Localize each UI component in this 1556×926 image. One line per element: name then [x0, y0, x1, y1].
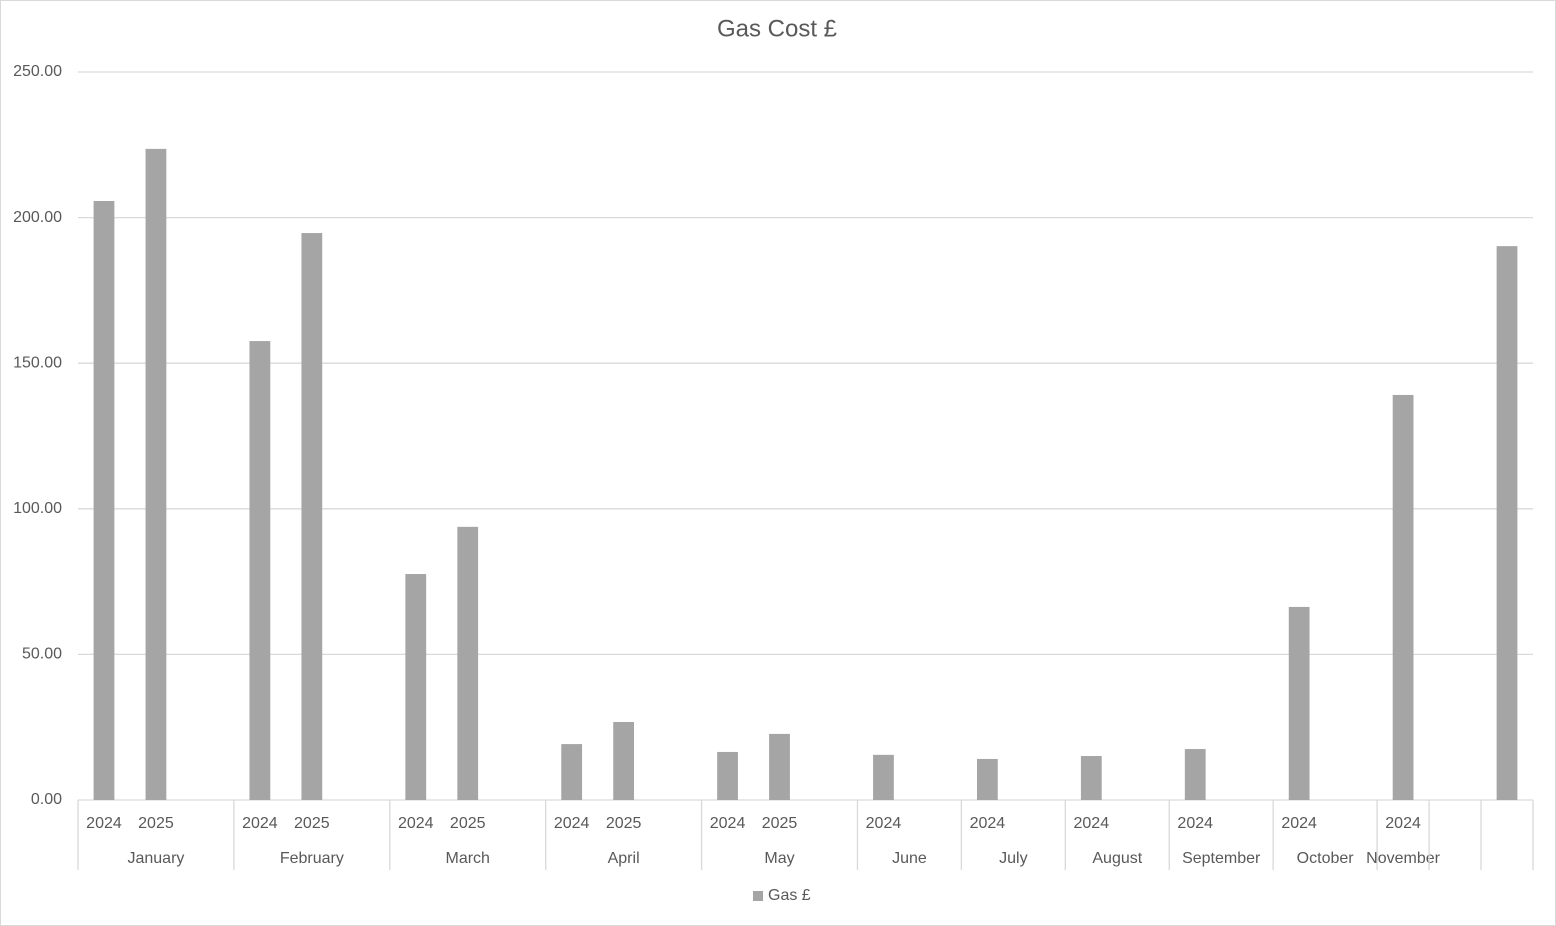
x-tick-label: 2024 — [1074, 815, 1110, 832]
bar — [976, 758, 998, 800]
group-label: April — [608, 850, 640, 867]
bar — [873, 754, 894, 800]
group-label: July — [999, 850, 1027, 867]
x-tick-label: 2024 — [86, 815, 122, 832]
x-tick-label: 2024 — [1177, 815, 1213, 832]
x-tick-label: 2025 — [138, 815, 174, 832]
group-label: October — [1297, 850, 1355, 867]
bar — [405, 574, 427, 800]
bar — [93, 201, 115, 801]
x-tick-label: 2025 — [294, 815, 330, 832]
bar — [1392, 394, 1414, 800]
bar — [457, 526, 479, 800]
group-label: February — [280, 850, 344, 867]
y-tick-label: 200.00 — [13, 209, 62, 226]
bar — [561, 744, 583, 800]
group-label: January — [127, 850, 184, 867]
y-tick-label: 0.00 — [31, 791, 62, 808]
group-label: May — [764, 850, 794, 867]
bar — [301, 233, 323, 801]
x-tick-label: 2024 — [398, 815, 434, 832]
x-tick-label: 2024 — [866, 815, 902, 832]
x-tick-label: 2024 — [554, 815, 590, 832]
x-tick-label: 2024 — [710, 815, 746, 832]
x-tick-label: 2025 — [450, 815, 486, 832]
legend-label: Gas £ — [768, 887, 811, 904]
bar — [1288, 606, 1310, 800]
y-tick-label: 250.00 — [13, 63, 62, 80]
bar — [717, 751, 738, 800]
group-label: November — [1366, 850, 1440, 867]
group-label: September — [1182, 850, 1261, 867]
x-tick-label: 2024 — [970, 815, 1006, 832]
bar — [249, 341, 271, 800]
x-tick-label: 2025 — [762, 815, 798, 832]
y-tick-label: 150.00 — [13, 354, 62, 371]
x-tick-label: 2024 — [242, 815, 278, 832]
bar — [145, 148, 167, 800]
bar — [769, 733, 790, 800]
legend-swatch — [753, 891, 763, 901]
x-tick-label: 2024 — [1385, 815, 1421, 832]
group-label: June — [892, 850, 927, 867]
bar — [613, 721, 635, 800]
group-label: March — [446, 850, 490, 867]
bar — [1080, 756, 1102, 800]
chart-title: Gas Cost £ — [717, 15, 837, 42]
y-tick-label: 100.00 — [13, 500, 62, 517]
x-tick-label: 2025 — [606, 815, 642, 832]
bar — [1496, 246, 1518, 801]
y-tick-label: 50.00 — [22, 646, 62, 663]
group-label: August — [1092, 850, 1142, 867]
x-tick-label: 2024 — [1281, 815, 1317, 832]
bar — [1184, 749, 1206, 800]
